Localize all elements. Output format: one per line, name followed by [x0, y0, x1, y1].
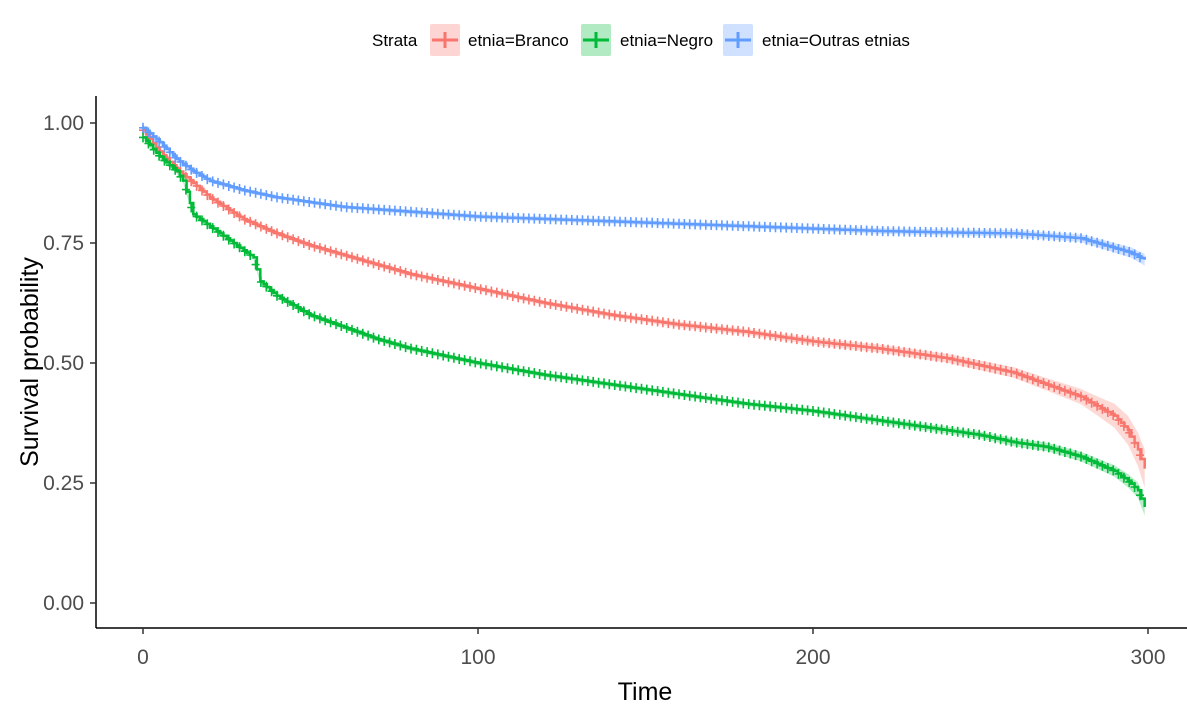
legend-title: Strata [372, 31, 418, 50]
y-tick-label: 0.00 [43, 592, 84, 615]
plot-area [139, 122, 1146, 516]
series-etnia-outras-etnias [139, 122, 1146, 266]
y-tick-label: 0.25 [43, 472, 84, 495]
censor-marks [139, 122, 1144, 263]
series-etnia-branco [139, 125, 1146, 488]
x-tick-label: 0 [137, 646, 149, 669]
y-tick-label: 0.50 [43, 352, 84, 375]
legend-item-negro: etnia=Negro [581, 24, 713, 56]
y-tick-label: 1.00 [43, 112, 84, 135]
legend-item-outras: etnia=Outras etnias [723, 24, 910, 56]
censor-marks [139, 132, 1144, 501]
survival-curve [143, 128, 1146, 469]
x-axis-title: Time [618, 678, 673, 706]
legend-item-branco: etnia=Branco [430, 24, 569, 56]
x-tick-label: 300 [1130, 646, 1165, 669]
x-ticks: 0 100 200 300 [137, 628, 1166, 669]
survival-curve [143, 136, 1146, 507]
confidence-band [143, 135, 1145, 516]
legend: Strata etnia=Branco etnia=Negro etnia=Ou… [372, 24, 910, 56]
legend-label-outras: etnia=Outras etnias [762, 31, 910, 50]
y-ticks: 0.00 0.25 0.50 0.75 1.00 [43, 112, 96, 615]
series-etnia-negro [139, 132, 1146, 516]
x-tick-label: 100 [460, 646, 495, 669]
legend-label-negro: etnia=Negro [620, 31, 713, 50]
censor-marks [139, 125, 1144, 461]
x-tick-label: 200 [795, 646, 830, 669]
legend-label-branco: etnia=Branco [468, 31, 569, 50]
y-axis-title: Survival probability [16, 257, 44, 467]
y-tick-label: 0.75 [43, 232, 84, 255]
